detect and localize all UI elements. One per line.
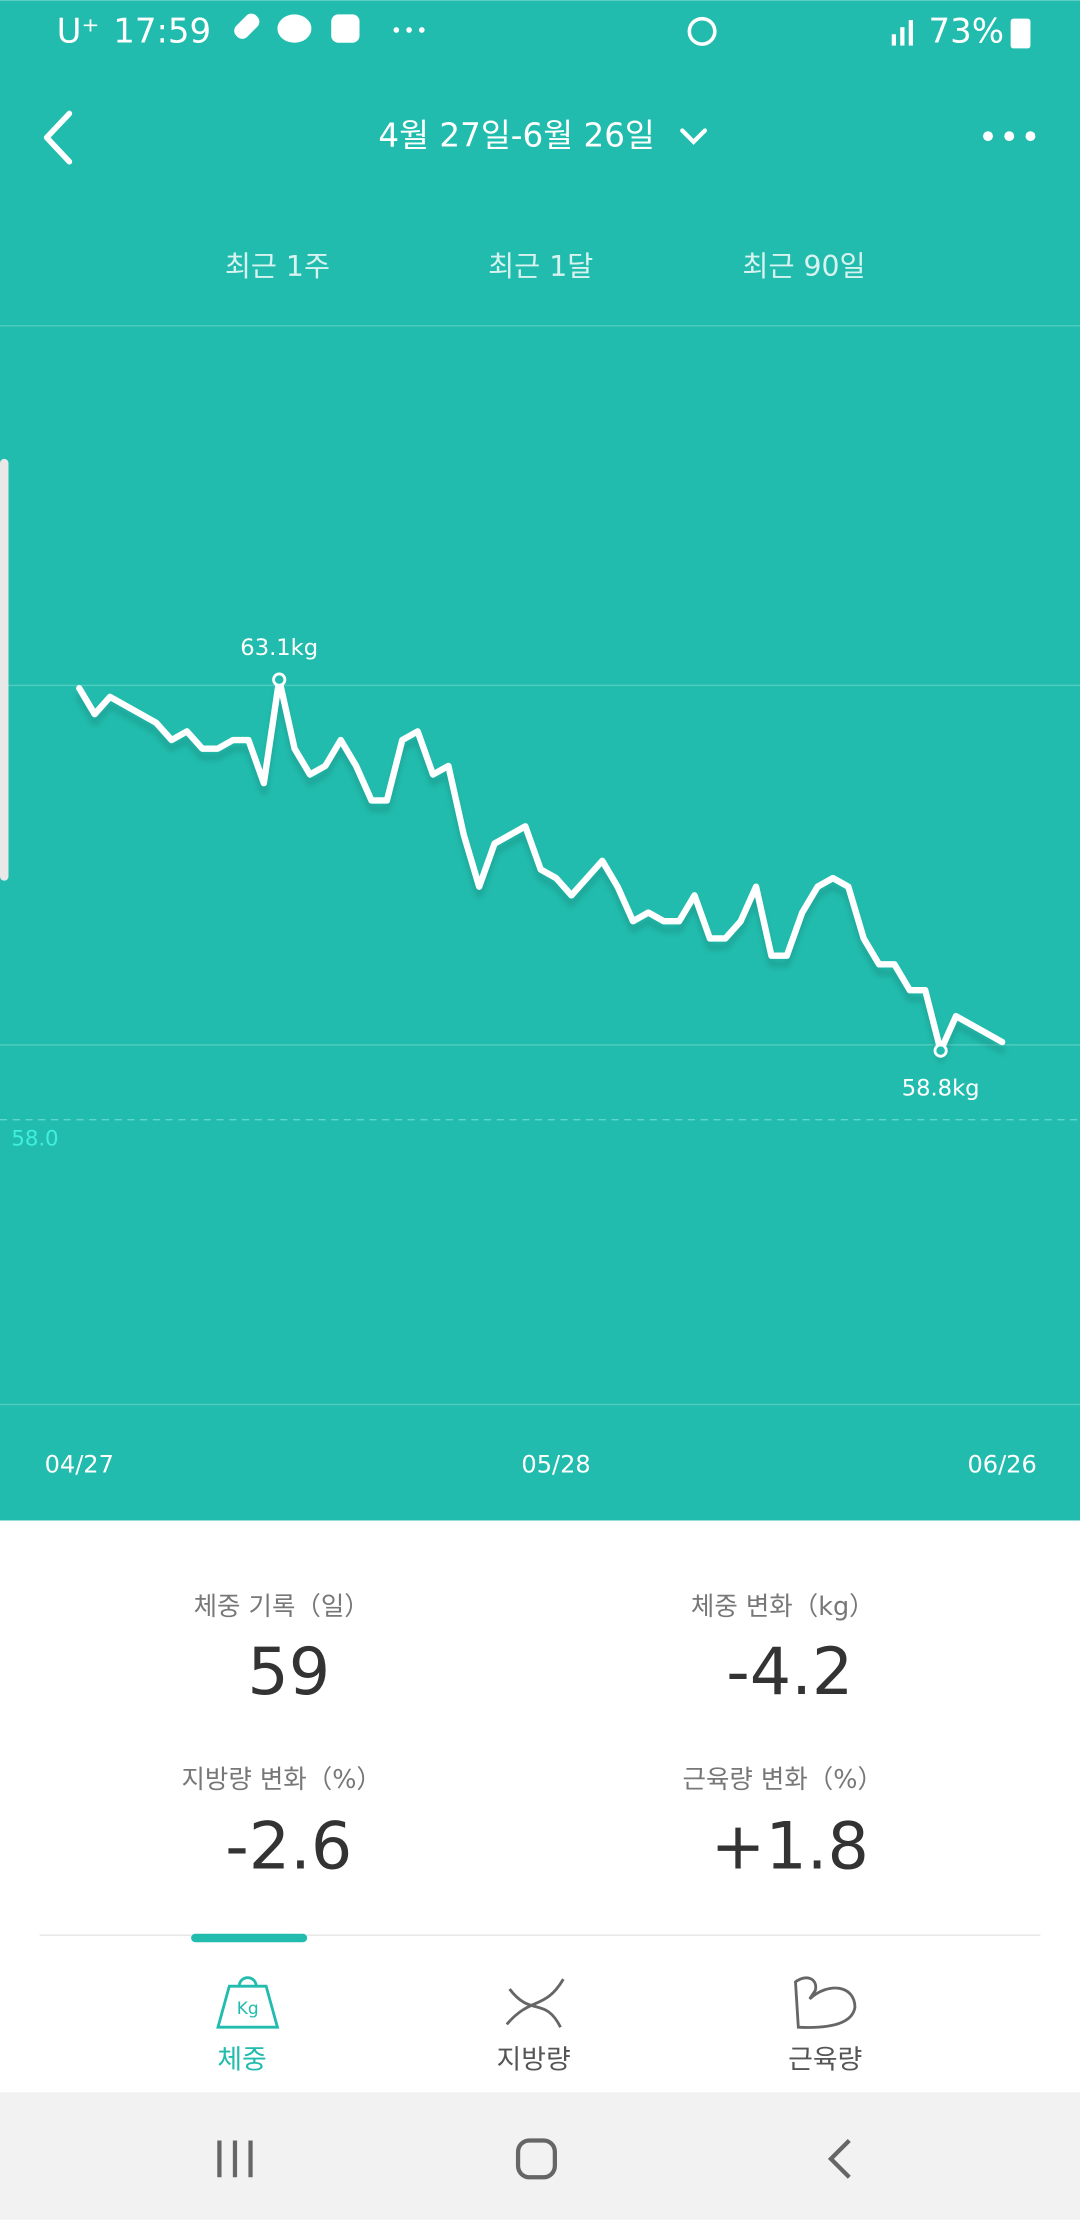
muscle-icon [794, 1976, 857, 2029]
tab-label: 체중 [217, 2045, 266, 2076]
home-button[interactable] [515, 2138, 557, 2180]
value-label: 63.1kg [240, 635, 318, 661]
side-handle[interactable] [0, 458, 9, 881]
tab[interactable]: 최근 90일 [742, 250, 865, 283]
stat-label: 지방량 변화（%） [181, 1765, 381, 1795]
stat-value: 59 [247, 1635, 330, 1710]
battery: 73% [929, 11, 1005, 51]
point-marker [272, 672, 287, 687]
tab-label: 지방량 [497, 2045, 571, 2076]
icon-text: Kg [237, 1999, 259, 2019]
weight-tab[interactable]: Kg 체중 [216, 1976, 280, 2076]
fat-tab[interactable]: 지방량 [497, 1978, 571, 2076]
more-button[interactable] [983, 131, 1036, 142]
stats-background [0, 1520, 1080, 2093]
stat-label: 체중 기록（일） [194, 1592, 370, 1622]
point-marker [933, 1043, 948, 1058]
status-icons [234, 13, 1031, 49]
nav-buttons [217, 2138, 851, 2180]
weight-line [76, 676, 1006, 1054]
tab[interactable]: 최근 1달 [488, 250, 593, 283]
dropdown-icon[interactable] [680, 128, 708, 145]
stat-value: -2.6 [225, 1809, 352, 1884]
stat-label: 체중 변화（kg） [691, 1592, 875, 1622]
tab[interactable]: 최근 1주 [225, 250, 330, 283]
chart-background [0, 0, 1080, 1521]
stat-label: 근육량 변화（%） [683, 1765, 883, 1795]
x-tick-label: 05/28 [521, 1450, 590, 1478]
chart: 58.0 63.1kg 58.8kg 04/27 05/28 06/26 [0, 635, 1080, 1478]
x-tick-label: 04/27 [45, 1450, 114, 1478]
recent-button[interactable] [217, 2140, 253, 2178]
tab-indicator [191, 1933, 308, 1943]
back-button[interactable] [43, 110, 73, 165]
value-label: 58.8kg [902, 1075, 980, 1101]
carrier: U⁺ [57, 11, 100, 51]
muscle-tab[interactable]: 근육량 [788, 1976, 862, 2076]
tab-label: 근육량 [788, 2045, 862, 2076]
x-tick-label: 06/26 [967, 1450, 1036, 1478]
chart-frame [0, 325, 1080, 1406]
reference-label: 58.0 [11, 1126, 58, 1151]
weight-icon [216, 1976, 280, 2029]
date-range[interactable]: 4월 27일-6월 26일 [378, 117, 654, 155]
time: 17:59 [113, 11, 211, 51]
stat-value: -4.2 [726, 1635, 853, 1710]
back-nav-button[interactable] [827, 2138, 851, 2179]
nav-bar [0, 2092, 1080, 2220]
dna-icon [505, 1978, 565, 2028]
stat-value: +1.8 [711, 1809, 869, 1884]
